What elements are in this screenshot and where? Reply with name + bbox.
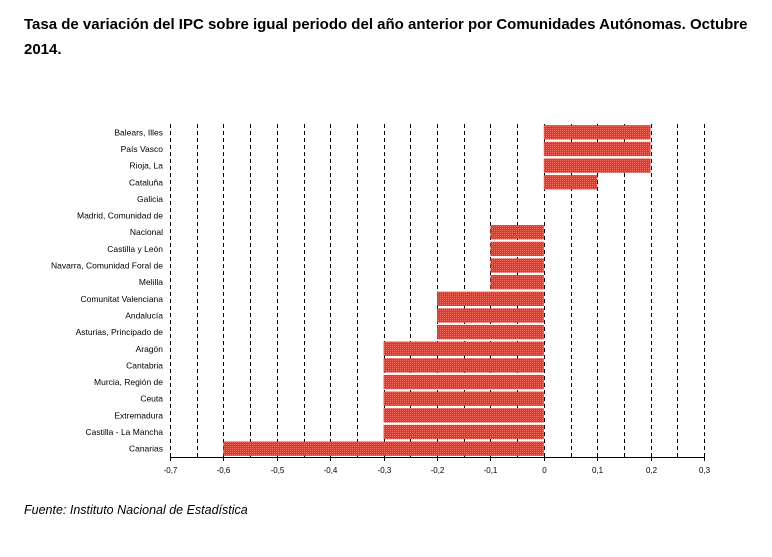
bar — [383, 374, 544, 390]
x-tick-label: 0,2 — [646, 466, 658, 475]
bar — [383, 424, 544, 440]
category-label: Andalucía — [125, 310, 163, 320]
bar — [490, 241, 544, 257]
category-label: Comunitat Valenciana — [80, 294, 163, 304]
category-label: Castilla - La Mancha — [86, 427, 164, 437]
category-label: Aragón — [136, 344, 164, 354]
x-tick-label: -0,3 — [378, 466, 392, 475]
chart-title: Tasa de variación del IPC sobre igual pe… — [24, 16, 748, 58]
category-label: Navarra, Comunidad Foral de — [51, 261, 163, 271]
x-tick-label: 0 — [542, 466, 547, 475]
category-label: Murcia, Región de — [94, 377, 163, 387]
x-tick-label: -0,7 — [164, 466, 178, 475]
category-label: Madrid, Comunidad de — [77, 211, 163, 221]
category-label: Asturias, Principado de — [76, 327, 164, 337]
category-label: Canarias — [129, 444, 163, 454]
category-label: Cataluña — [129, 177, 163, 187]
category-label: Cantabria — [126, 360, 163, 370]
x-tick-label: -0,2 — [431, 466, 445, 475]
bar — [490, 225, 544, 240]
x-tick-label: 0,1 — [592, 466, 604, 475]
bar — [383, 408, 544, 423]
bar — [543, 125, 651, 140]
bar — [437, 308, 544, 323]
x-tick-label: -0,5 — [271, 466, 285, 475]
bars — [223, 125, 651, 456]
bar — [543, 175, 598, 190]
source-note: Fuente: Instituto Nacional de Estadístic… — [24, 503, 248, 517]
category-label: País Vasco — [121, 144, 164, 154]
x-tick-label: -0,4 — [324, 466, 338, 475]
bar — [490, 275, 544, 290]
category-label: Galicia — [137, 194, 163, 204]
category-labels: Balears, Illes País Vasco Rioja, La Cataluñ… — [51, 127, 163, 453]
category-label: Castilla y León — [107, 244, 163, 254]
category-label: Extremadura — [114, 410, 163, 420]
category-label: Balears, Illes — [114, 127, 163, 137]
bar — [437, 291, 544, 306]
gridlines — [170, 124, 705, 457]
x-tick-label: -0,6 — [217, 466, 231, 475]
bar — [543, 141, 651, 157]
bar — [383, 391, 544, 406]
category-label: Rioja, La — [129, 161, 163, 171]
category-label: Nacional — [130, 227, 163, 237]
bar — [543, 158, 651, 173]
x-tick-label: -0,1 — [484, 466, 498, 475]
bar — [223, 441, 544, 456]
category-label: Melilla — [139, 277, 163, 287]
bar — [383, 341, 544, 356]
bar — [490, 258, 544, 273]
bar — [437, 324, 544, 340]
x-axis: -0,7 -0,6 -0,5 -0,4 -0,3 -0,2 -0,1 0 0,1 0,2 0,3 — [164, 457, 711, 475]
x-tick-label: 0,3 — [699, 466, 711, 475]
bar — [383, 358, 544, 373]
category-label: Ceuta — [140, 394, 163, 404]
